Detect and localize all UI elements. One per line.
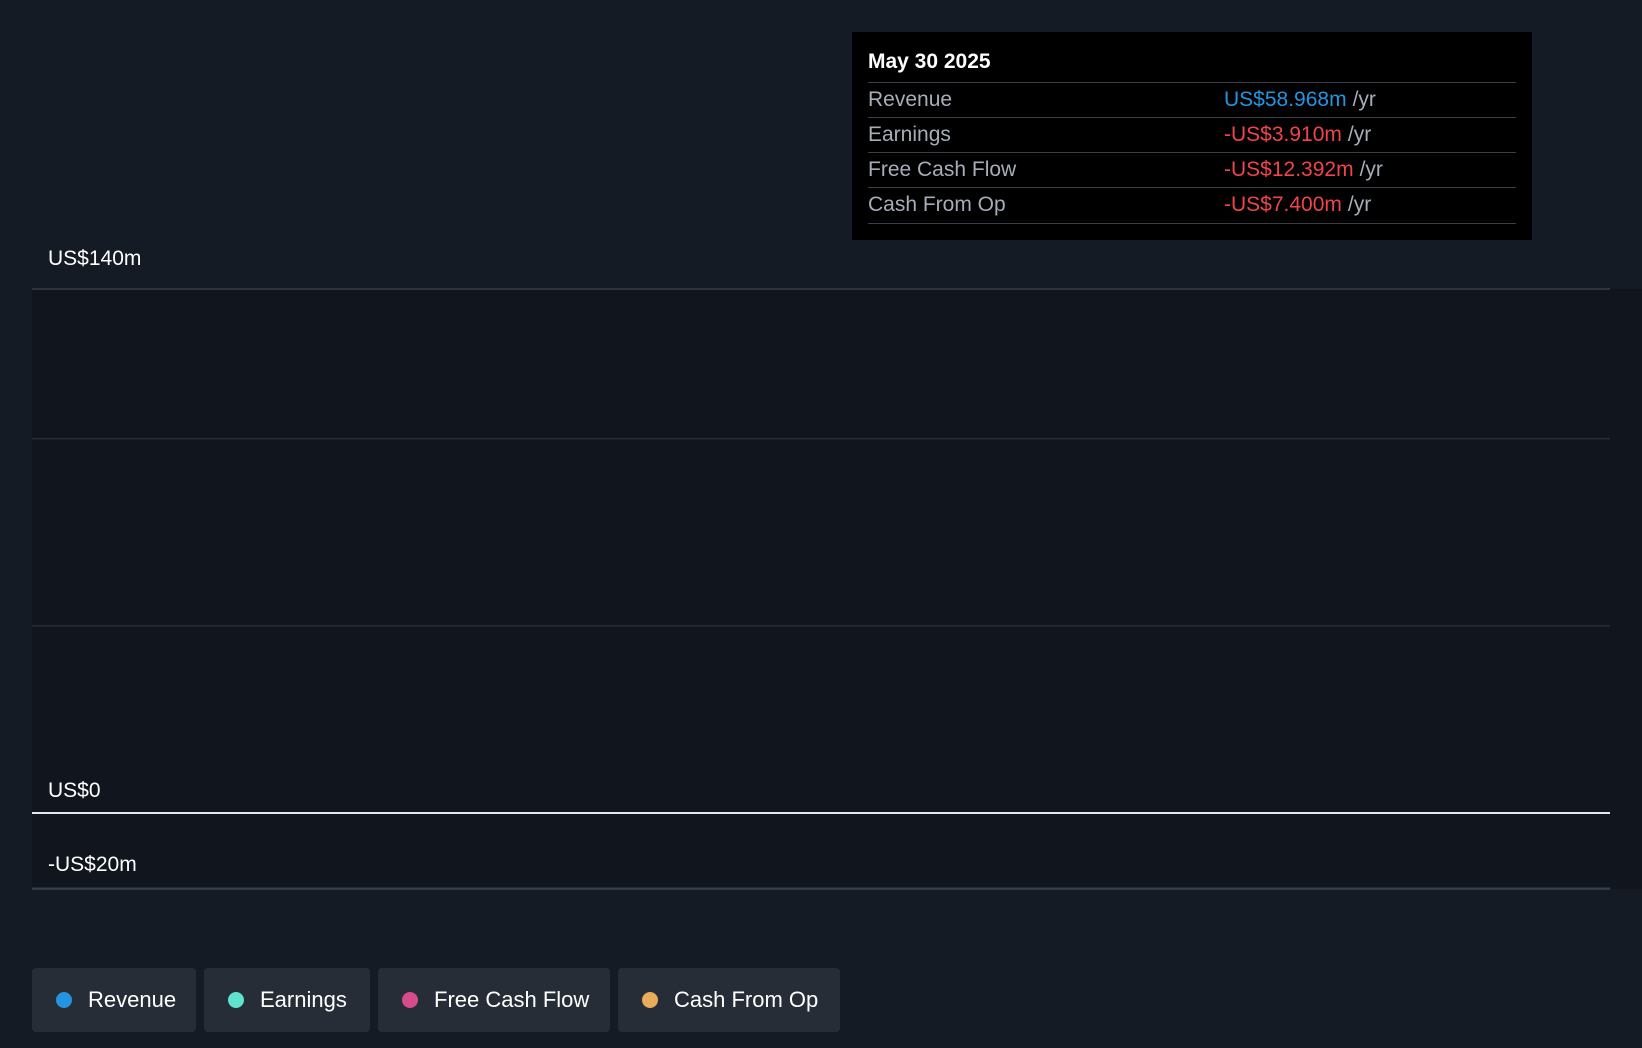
tooltip-row-earnings: Earnings -US$3.910m/yr (868, 117, 1516, 153)
legend-item-free-cash-flow[interactable]: Free Cash Flow (378, 968, 610, 1032)
legend-label: Earnings (260, 987, 347, 1012)
tooltip-label: Cash From Op (868, 193, 1006, 216)
legend-item-revenue[interactable]: Revenue (32, 968, 196, 1032)
y-tick-label: US$0 (48, 779, 101, 802)
legend-item-cash-from-op[interactable]: Cash From Op (618, 968, 840, 1032)
tooltip-label: Earnings (868, 123, 951, 146)
legend-label: Revenue (88, 987, 177, 1012)
legend-dot-icon (228, 992, 244, 1008)
legend-dot-icon (642, 992, 658, 1008)
tooltip-value: -US$3.910m/yr (1224, 123, 1372, 146)
legend-dot-icon (56, 992, 72, 1008)
tooltip-row-cash-from-op: Cash From Op -US$7.400m/yr (868, 187, 1516, 224)
y-tick-label: -US$20m (48, 853, 137, 876)
past-background (32, 289, 1642, 889)
tooltip-row-free-cash-flow: Free Cash Flow -US$12.392m/yr (868, 152, 1516, 188)
y-tick-label: US$140m (48, 247, 141, 270)
tooltip-label: Free Cash Flow (868, 158, 1017, 181)
tooltip: May 30 2025 Revenue US$58.968m/yr Earnin… (852, 32, 1532, 240)
legend-label: Free Cash Flow (434, 987, 590, 1012)
tooltip-label: Revenue (868, 88, 953, 111)
legend-item-earnings[interactable]: Earnings (204, 968, 370, 1032)
tooltip-value: -US$12.392m/yr (1224, 158, 1383, 181)
legend-dot-icon (402, 992, 418, 1008)
tooltip-row-revenue: Revenue US$58.968m/yr (868, 82, 1516, 118)
tooltip-date: May 30 2025 (868, 50, 991, 73)
legend-label: Cash From Op (674, 987, 819, 1012)
tooltip-value: -US$7.400m/yr (1224, 193, 1372, 216)
tooltip-value: US$58.968m/yr (1224, 88, 1376, 111)
